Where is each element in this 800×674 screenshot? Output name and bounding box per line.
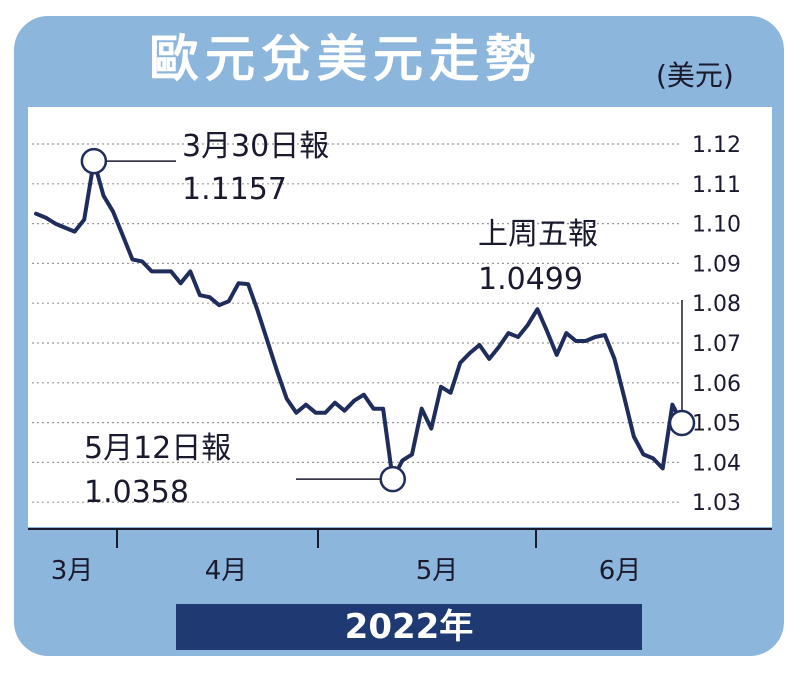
- annotation-text: 1.0358: [84, 475, 189, 510]
- annotation-marker: [379, 465, 406, 493]
- month-label: 4月: [205, 556, 248, 586]
- year-label: 2022年: [176, 604, 642, 650]
- annotation-text: 1.1157: [182, 172, 287, 207]
- month-label: 5月: [416, 556, 459, 586]
- y-tick-label: 1.05: [692, 412, 741, 437]
- y-tick-label: 1.12: [692, 133, 741, 158]
- annotations: 3月30日報 1.1157 5月12日報 1.0358 上周五報 1.0499: [80, 129, 696, 510]
- annotation-marker: [668, 409, 696, 437]
- x-axis-band: [28, 527, 772, 597]
- annotation-text: 上周五報: [478, 217, 598, 252]
- y-tick-label: 1.03: [692, 491, 741, 516]
- y-tick-label: 1.07: [692, 332, 741, 357]
- month-labels: 3月 4月 5月 6月: [51, 556, 642, 586]
- annotation-text: 3月30日報: [182, 129, 329, 164]
- annotation-marker: [80, 147, 108, 175]
- y-tick-label: 1.06: [692, 372, 741, 397]
- y-tick-label: 1.10: [692, 213, 741, 238]
- unit-label: (美元): [656, 59, 734, 92]
- series-line: [34, 159, 684, 482]
- y-tick-label: 1.11: [692, 173, 741, 198]
- grid-lines: [32, 143, 680, 503]
- x-axis: [28, 528, 772, 548]
- y-tick-labels: 1.12 1.11 1.10 1.09 1.08 1.07 1.06 1.05 1.04 1.03: [692, 133, 741, 516]
- y-tick-label: 1.09: [692, 252, 741, 277]
- annotation-text: 5月12日報: [84, 431, 231, 466]
- month-label: 6月: [599, 556, 642, 586]
- chart-title: 歐元兌美元走勢: [149, 30, 541, 88]
- y-tick-label: 1.08: [692, 292, 741, 317]
- annotation-text: 1.0499: [478, 262, 583, 297]
- month-label: 3月: [51, 556, 94, 586]
- y-tick-label: 1.04: [692, 451, 741, 476]
